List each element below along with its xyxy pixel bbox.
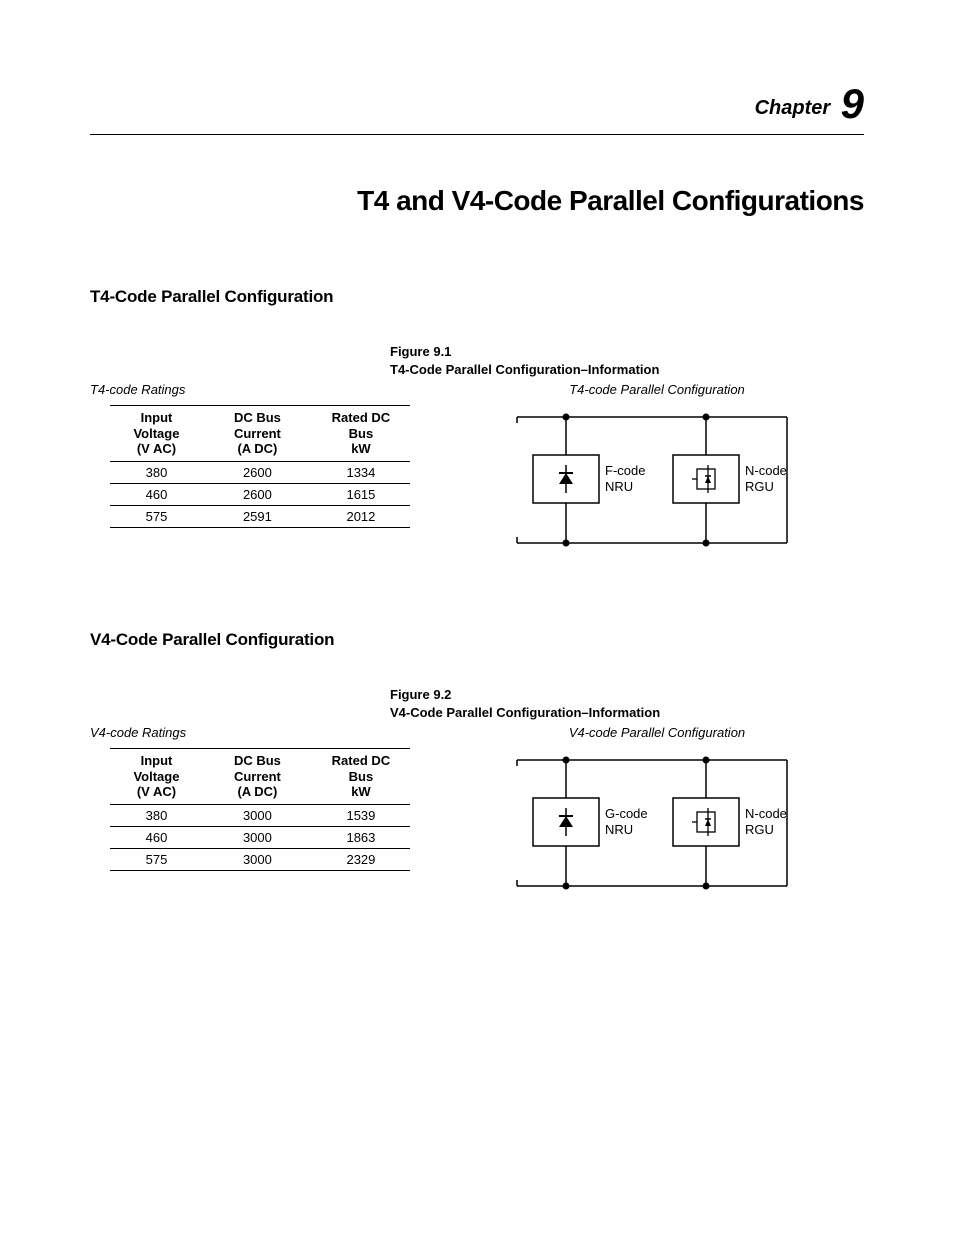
col3-header: Rated DC BuskW bbox=[312, 406, 410, 462]
table-cell: 1863 bbox=[312, 826, 410, 848]
table-cell: 3000 bbox=[203, 848, 312, 870]
col2-header: DC Bus Current(A DC) bbox=[203, 406, 312, 462]
section1-title: T4-Code Parallel Configuration bbox=[90, 287, 864, 307]
figure2-title: V4-Code Parallel Configuration–Informati… bbox=[390, 704, 864, 722]
table-cell: 2329 bbox=[312, 848, 410, 870]
table-cell: 2600 bbox=[203, 483, 312, 505]
table-header-row: Input Voltage(V AC) DC Bus Current(A DC)… bbox=[110, 406, 410, 462]
rgu-box bbox=[673, 455, 739, 503]
junction-node bbox=[563, 414, 570, 421]
table-cell: 3000 bbox=[203, 826, 312, 848]
box1-label1: F-code bbox=[605, 463, 645, 478]
ratings1-label: T4-code Ratings bbox=[90, 382, 410, 397]
table-header-row: Input Voltage(V AC) DC Bus Current(A DC)… bbox=[110, 749, 410, 805]
col1-header: Input Voltage(V AC) bbox=[110, 406, 203, 462]
box1-label1: G-code bbox=[605, 806, 648, 821]
box2-label1: N-code bbox=[745, 463, 787, 478]
table-cell: 1539 bbox=[312, 804, 410, 826]
config1-label: T4-code Parallel Configuration bbox=[450, 382, 864, 397]
junction-node bbox=[563, 883, 570, 890]
col2-header: DC Bus Current(A DC) bbox=[203, 749, 312, 805]
diagram2: G-code NRU N-code RGU bbox=[487, 748, 827, 903]
ratings2-body: 380300015394603000186357530002329 bbox=[110, 804, 410, 870]
box2-label2: RGU bbox=[745, 479, 774, 494]
parallel-config-svg: F-code NRU N-code RGU bbox=[487, 405, 827, 555]
parallel-config-svg: G-code NRU N-code RGU bbox=[487, 748, 827, 898]
ratings1-table: Input Voltage(V AC) DC Bus Current(A DC)… bbox=[110, 405, 410, 528]
table-cell: 575 bbox=[110, 848, 203, 870]
ratings2-table: Input Voltage(V AC) DC Bus Current(A DC)… bbox=[110, 748, 410, 871]
table-cell: 2012 bbox=[312, 505, 410, 527]
chapter-number: 9 bbox=[841, 80, 864, 127]
page-title: T4 and V4-Code Parallel Configurations bbox=[90, 185, 864, 217]
rgu-box bbox=[673, 798, 739, 846]
table-cell: 2591 bbox=[203, 505, 312, 527]
figure1-number: Figure 9.1 bbox=[390, 343, 864, 361]
table-row: 38030001539 bbox=[110, 804, 410, 826]
box1-label2: NRU bbox=[605, 479, 633, 494]
junction-node bbox=[563, 540, 570, 547]
figure1-caption: Figure 9.1 T4-Code Parallel Configuratio… bbox=[390, 343, 864, 378]
col3-header: Rated DC BuskW bbox=[312, 749, 410, 805]
chapter-heading: Chapter 9 bbox=[90, 80, 864, 128]
table-cell: 1615 bbox=[312, 483, 410, 505]
figure2-number: Figure 9.2 bbox=[390, 686, 864, 704]
table-cell: 3000 bbox=[203, 804, 312, 826]
box2-label2: RGU bbox=[745, 822, 774, 837]
junction-node bbox=[703, 414, 710, 421]
table-row: 57525912012 bbox=[110, 505, 410, 527]
table-cell: 2600 bbox=[203, 461, 312, 483]
table-row: 46030001863 bbox=[110, 826, 410, 848]
table-row: 57530002329 bbox=[110, 848, 410, 870]
chapter-rule bbox=[90, 134, 864, 135]
table-cell: 1334 bbox=[312, 461, 410, 483]
config2-label: V4-code Parallel Configuration bbox=[450, 725, 864, 740]
table-row: 38026001334 bbox=[110, 461, 410, 483]
table-cell: 460 bbox=[110, 826, 203, 848]
chapter-word: Chapter bbox=[755, 97, 831, 119]
figure2-caption: Figure 9.2 V4-Code Parallel Configuratio… bbox=[390, 686, 864, 721]
ratings1-body: 380260013344602600161557525912012 bbox=[110, 461, 410, 527]
ratings2-label: V4-code Ratings bbox=[90, 725, 410, 740]
col1-header: Input Voltage(V AC) bbox=[110, 749, 203, 805]
figure1-title: T4-Code Parallel Configuration–Informati… bbox=[390, 361, 864, 379]
junction-node bbox=[703, 540, 710, 547]
box2-label1: N-code bbox=[745, 806, 787, 821]
box1-label2: NRU bbox=[605, 822, 633, 837]
table-cell: 380 bbox=[110, 804, 203, 826]
table-cell: 575 bbox=[110, 505, 203, 527]
junction-node bbox=[563, 757, 570, 764]
table-cell: 460 bbox=[110, 483, 203, 505]
junction-node bbox=[703, 757, 710, 764]
section2-title: V4-Code Parallel Configuration bbox=[90, 630, 864, 650]
table-row: 46026001615 bbox=[110, 483, 410, 505]
junction-node bbox=[703, 883, 710, 890]
table-cell: 380 bbox=[110, 461, 203, 483]
diagram1: F-code NRU N-code RGU bbox=[487, 405, 827, 560]
